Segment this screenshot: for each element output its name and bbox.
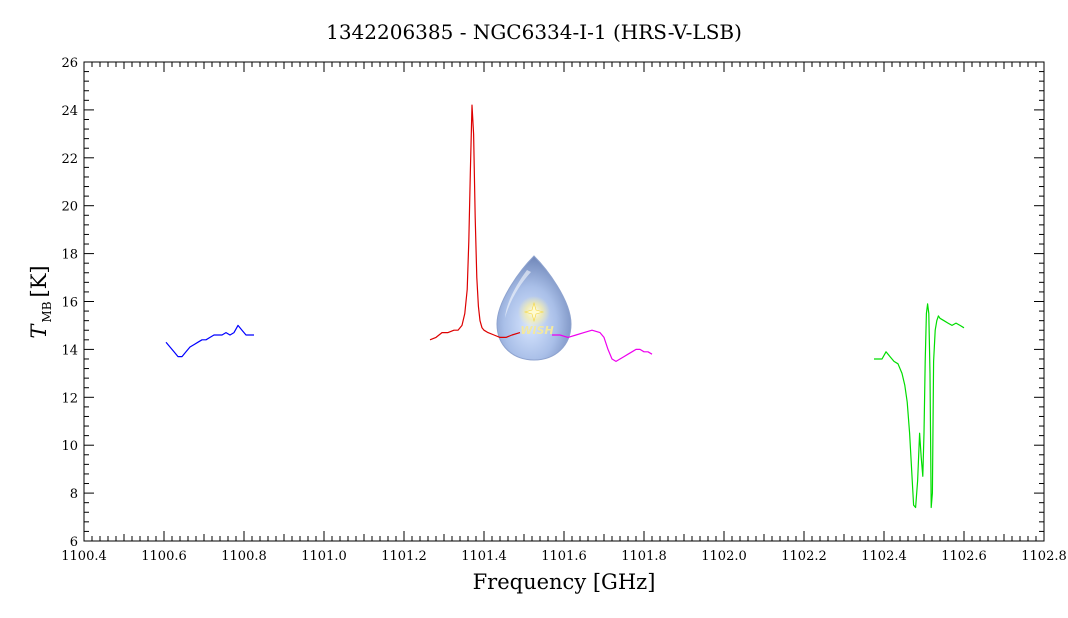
y-tick-label: 16 — [61, 296, 78, 311]
series-line-3 — [552, 329, 653, 362]
chart-title: 1342206385 - NGC6334-I-1 (HRS-V-LSB) — [326, 20, 742, 44]
star-icon — [523, 301, 545, 323]
y-tick-label: 14 — [61, 343, 78, 358]
x-tick-label: 1101.8 — [621, 549, 667, 564]
y-axis-label: TMB [K] — [27, 265, 54, 338]
series-line-4 — [874, 303, 965, 509]
y-tick-label: 20 — [61, 200, 78, 215]
drop-highlight — [505, 270, 531, 318]
axes-layer: 1100.4 1100.6 1100.8 1101.0 1101.2 1101.4 1101… — [61, 56, 1067, 564]
x-tick-label: 1100.6 — [141, 549, 187, 564]
series-layer — [165, 104, 965, 509]
y-tick-label: 24 — [61, 104, 78, 119]
x-tick-label: 1100.8 — [221, 549, 267, 564]
y-tick-label: 6 — [70, 535, 78, 550]
y-axis-label-symbol: T — [27, 323, 51, 339]
y-tick-label: 8 — [70, 487, 78, 502]
y-tick-label: 10 — [61, 439, 78, 454]
y-axis-label-unit: [K] — [27, 265, 51, 297]
y-tick-label: 12 — [61, 391, 78, 406]
logo-text: WISH — [520, 324, 553, 337]
x-tick-label: 1102.8 — [1021, 549, 1067, 564]
x-tick-label: 1102.6 — [941, 549, 987, 564]
series-line-1 — [165, 324, 254, 358]
series-line-2 — [429, 104, 521, 341]
x-tick-label: 1101.0 — [301, 549, 347, 564]
x-tick-label: 1102.2 — [781, 549, 827, 564]
x-tick-label: 1100.4 — [61, 549, 107, 564]
x-tick-label: 1102.4 — [861, 549, 907, 564]
y-tick-label: 26 — [61, 56, 78, 71]
y-tick-label: 22 — [61, 152, 78, 167]
x-tick-label: 1101.4 — [461, 549, 507, 564]
x-tick-label: 1102.0 — [701, 549, 747, 564]
y-tick-label: 18 — [61, 248, 78, 263]
x-tick-label: 1101.6 — [541, 549, 587, 564]
x-axis-label: Frequency [GHz] — [473, 570, 656, 594]
y-axis-label-subscript: MB — [40, 301, 54, 322]
svg-text:TMB[K]: TMB [K] — [27, 265, 54, 338]
wish-logo: WISH — [496, 255, 572, 361]
x-tick-label: 1101.2 — [381, 549, 427, 564]
